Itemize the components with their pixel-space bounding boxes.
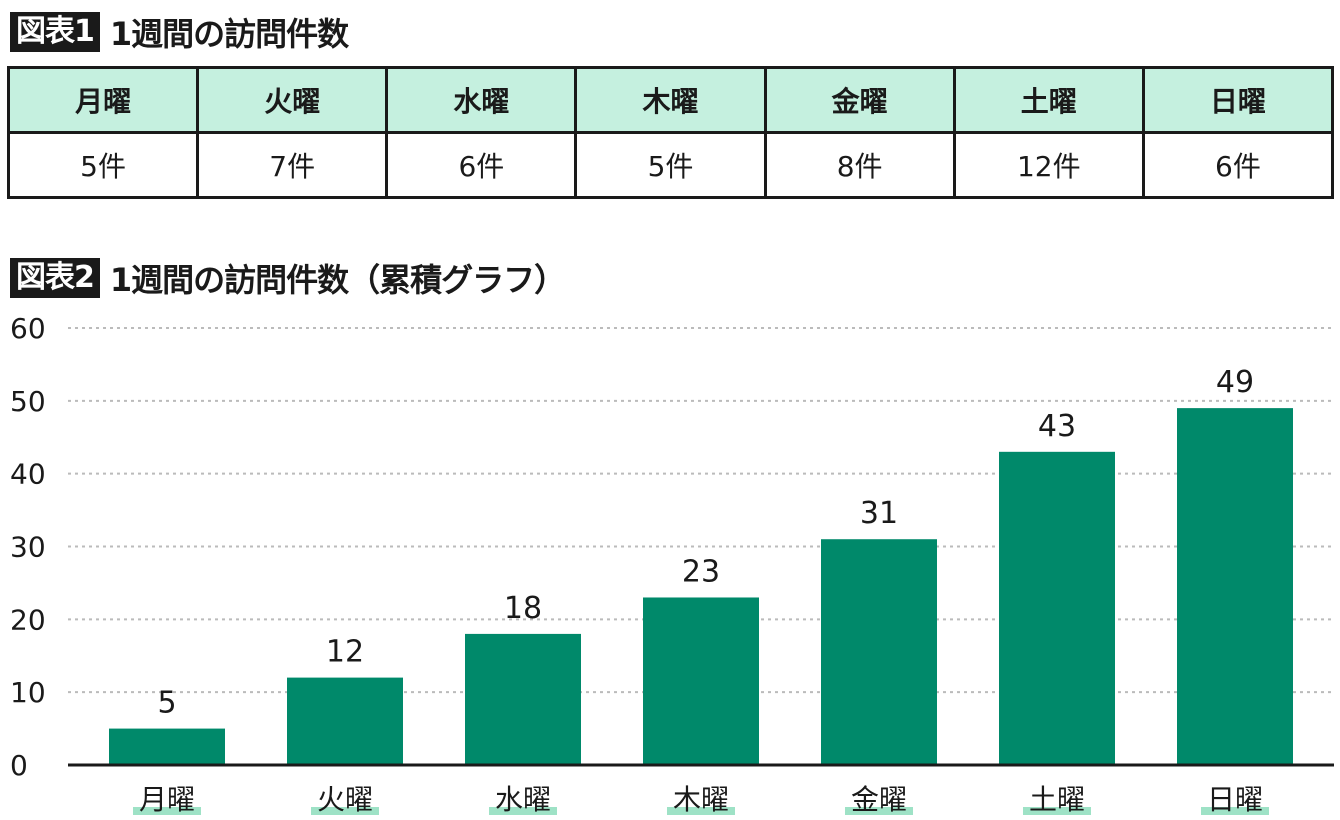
bar (999, 451, 1115, 765)
table-header-cell: 木曜 (574, 66, 767, 134)
table-cell: 6件 (385, 131, 578, 199)
table-header-cell: 水曜 (385, 66, 578, 134)
table-header-cell: 月曜 (6, 66, 200, 134)
x-category-label: 火曜 (317, 783, 373, 816)
y-tick-label: 10 (10, 676, 46, 709)
x-category-label: 木曜 (673, 783, 729, 816)
table-header-row: 月曜 火曜 水曜 木曜 金曜 土曜 日曜 (6, 66, 1335, 134)
table-header-cell: 土曜 (952, 66, 1145, 134)
figure1-badge: 図表1 (10, 12, 100, 52)
x-category-label: 日曜 (1207, 783, 1263, 816)
y-tick-label: 40 (10, 458, 46, 491)
data-label: 18 (504, 591, 542, 626)
bar (465, 633, 581, 765)
bar (109, 728, 225, 765)
table-cell: 6件 (1141, 131, 1335, 199)
category-underline (1201, 807, 1269, 815)
y-tick-label: 30 (10, 531, 46, 564)
x-category-label: 月曜 (139, 783, 195, 816)
data-label: 12 (326, 635, 364, 670)
y-axis-ticks: 0 10 20 30 40 50 60 (10, 312, 46, 782)
table-header-cell: 日曜 (1141, 66, 1335, 134)
category-underline (311, 807, 379, 815)
visits-table: 月曜 火曜 水曜 木曜 金曜 土曜 日曜 5件 7件 6件 5件 8件 12件 … (6, 66, 1335, 199)
x-axis-categories: 月曜 火曜 水曜 木曜 金曜 土曜 日曜 (133, 783, 1269, 816)
data-labels: 5 12 18 23 31 43 49 (157, 365, 1254, 720)
data-label: 23 (682, 554, 720, 589)
table-header-cell: 火曜 (196, 66, 389, 134)
table-cell: 12件 (952, 131, 1145, 199)
data-label: 43 (1038, 409, 1076, 444)
table-cell: 8件 (763, 131, 956, 199)
category-underline (667, 807, 735, 815)
x-category-label: 土曜 (1029, 783, 1085, 816)
table-row: 5件 7件 6件 5件 8件 12件 6件 (6, 131, 1335, 199)
category-underline (1023, 807, 1091, 815)
cumulative-bar-chart: 0 10 20 30 40 50 60 5 12 18 23 31 43 49 月曜 火曜 水曜 木曜 金曜 土曜… (10, 312, 1334, 816)
figure1-heading: 図表1 1週間の訪問件数 (10, 10, 349, 54)
y-tick-label: 0 (10, 749, 28, 782)
x-category-label: 金曜 (851, 783, 907, 816)
figure2-heading: 図表2 1週間の訪問件数（累積グラフ） (10, 256, 566, 300)
x-category-label: 水曜 (495, 783, 551, 816)
figure2-badge: 図表2 (10, 258, 100, 298)
y-tick-label: 60 (10, 312, 46, 345)
table-cell: 7件 (196, 131, 389, 199)
figure2-title: 1週間の訪問件数（累積グラフ） (109, 261, 566, 299)
data-label: 31 (860, 496, 898, 531)
bar (821, 539, 937, 765)
bars (109, 408, 1293, 765)
data-label: 49 (1216, 365, 1254, 400)
table-header-cell: 金曜 (763, 66, 956, 134)
y-tick-label: 50 (10, 385, 46, 418)
data-label: 5 (157, 686, 176, 721)
figure1-title: 1週間の訪問件数 (109, 15, 349, 53)
y-tick-label: 20 (10, 603, 46, 636)
bar (1177, 408, 1293, 765)
category-underline (133, 807, 201, 815)
table-cell: 5件 (574, 131, 767, 199)
table-cell: 5件 (6, 131, 200, 199)
category-underline (845, 807, 913, 815)
bar (287, 677, 403, 765)
bar (643, 597, 759, 765)
category-underline (489, 807, 557, 815)
